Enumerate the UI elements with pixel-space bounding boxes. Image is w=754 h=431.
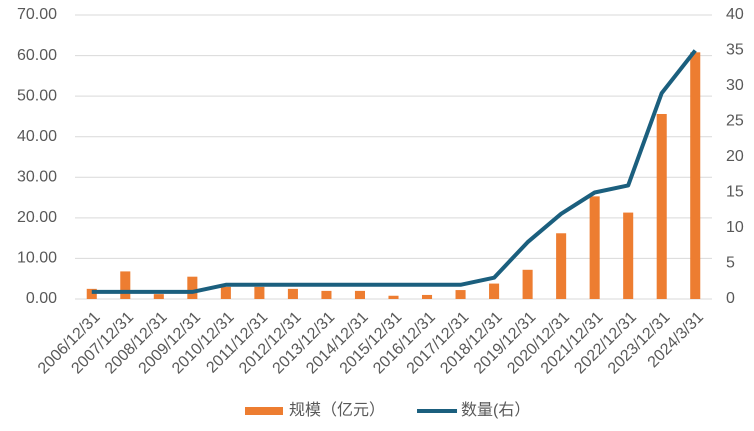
y-tick-label: 20.00 [17, 209, 57, 226]
bar [153, 294, 164, 299]
y2-tick-label: 20 [726, 148, 744, 165]
legend-label: 规模（亿元） [289, 401, 385, 419]
bar [388, 295, 399, 299]
y-tick-label: 40.00 [17, 128, 57, 145]
y2-tick-label: 30 [726, 77, 744, 94]
y2-tick-label: 0 [726, 290, 735, 307]
y-tick-label: 0.00 [26, 290, 57, 307]
y2-tick-label: 10 [726, 219, 744, 236]
bar [455, 290, 466, 299]
bar [623, 212, 634, 299]
y2-tick-label: 5 [726, 255, 735, 272]
bar [354, 290, 366, 299]
y2-tick-label: 25 [726, 113, 744, 130]
y-tick-label: 50.00 [17, 87, 57, 104]
bar [187, 276, 198, 299]
bar [690, 52, 701, 299]
y-tick-label: 60.00 [17, 47, 57, 64]
y2-tick-label: 35 [726, 42, 744, 59]
bar [522, 269, 533, 299]
y-tick-label: 70.00 [17, 6, 57, 23]
y2-tick-label: 40 [726, 6, 744, 23]
bar [489, 283, 500, 299]
y-tick-label: 30.00 [17, 169, 57, 186]
line [91, 49, 697, 294]
bar [556, 233, 567, 299]
bar [589, 196, 600, 299]
bar [321, 290, 332, 299]
legend-swatch [245, 407, 283, 415]
bar [421, 294, 433, 299]
bar [220, 286, 231, 299]
bar [254, 286, 265, 299]
legend-label: 数量(右） [461, 401, 530, 419]
bar [86, 288, 97, 299]
bar [287, 288, 298, 299]
y-tick-label: 10.00 [17, 250, 57, 267]
bar [120, 271, 131, 299]
bar [656, 113, 667, 299]
y2-tick-label: 15 [726, 184, 744, 201]
